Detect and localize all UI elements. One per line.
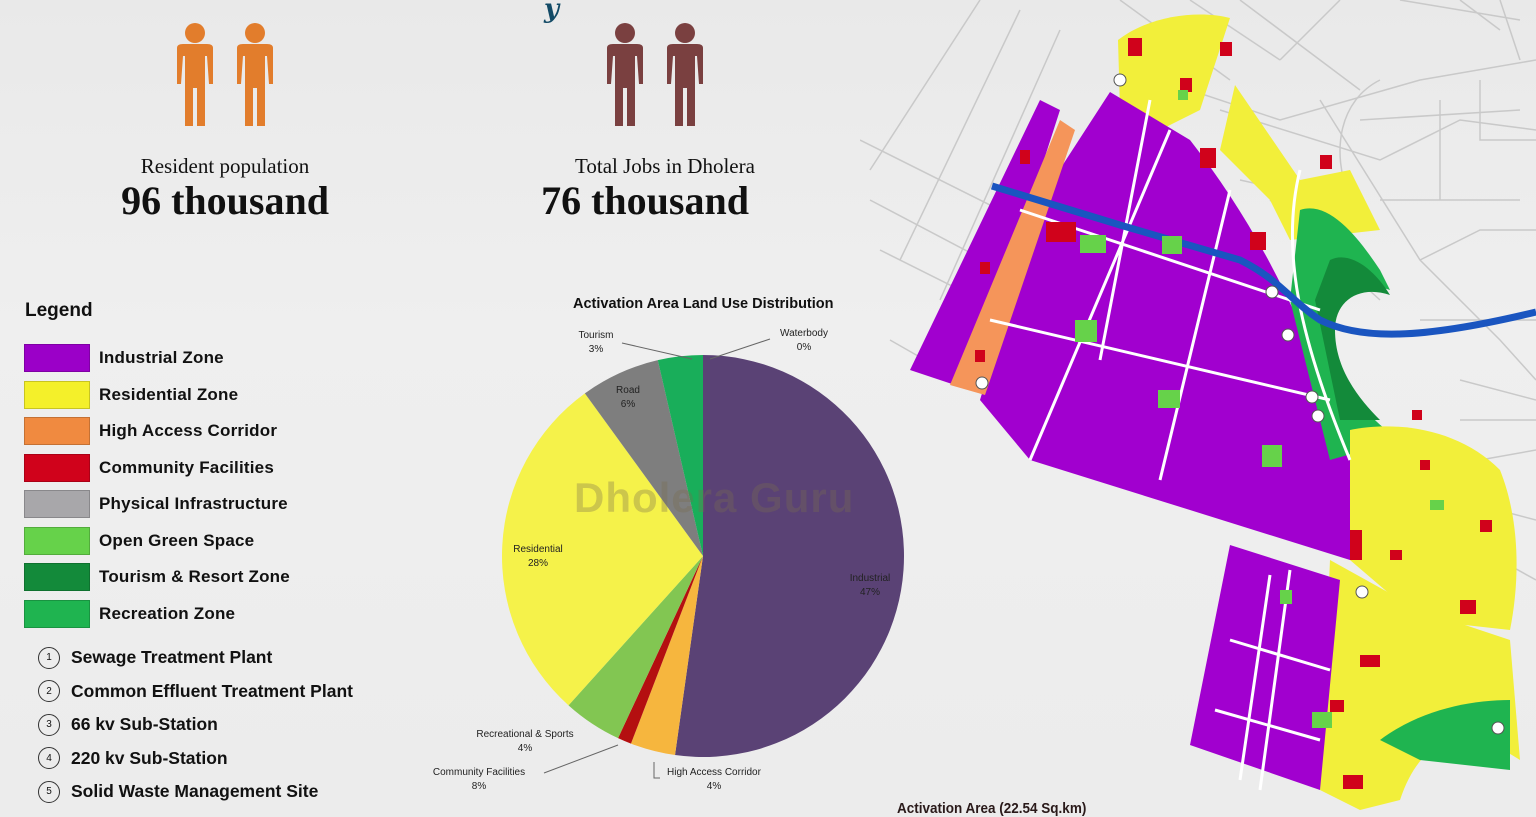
legend-label: Recreation Zone (99, 603, 236, 623)
pie-label-road: Road 6% (616, 385, 640, 410)
residential-zone-south (1320, 560, 1520, 810)
facility-legend-item: 3 66 kv Sub-Station (38, 708, 353, 742)
facility-label: 220 kv Sub-Station (71, 747, 228, 768)
industrial-zone-south (1190, 545, 1340, 790)
map-caption: Activation Area (22.54 Sq.km) (897, 800, 1087, 817)
legend-item: Tourism & Resort Zone (24, 559, 404, 596)
legend-label: High Access Corridor (99, 421, 278, 441)
legend-label: Open Green Space (99, 530, 255, 550)
people-icon (520, 22, 790, 126)
recreation-zone-south (1380, 700, 1510, 770)
legend-item: Community Facilities (24, 450, 404, 487)
pie-label-community: Community Facilities 8% (432, 767, 526, 792)
residential-zone-north (1118, 14, 1230, 130)
facility-label: 66 kv Sub-Station (71, 714, 218, 735)
legend-swatch (24, 490, 90, 519)
legend-item: Open Green Space (24, 523, 404, 560)
legend-label: Residential Zone (99, 384, 239, 404)
residential-zone-southeast (1350, 426, 1517, 630)
facility-legend-item: 2 Common Effluent Treatment Plant (38, 675, 353, 709)
high-access-corridor (950, 120, 1075, 395)
facility-legend: 1 Sewage Treatment Plant 2 Common Effluent … (38, 641, 353, 809)
facility-label: Solid Waste Management Site (71, 781, 319, 802)
facility-label: Sewage Treatment Plant (71, 647, 273, 668)
legend-label: Industrial Zone (99, 348, 224, 368)
legend-label: Physical Infrastructure (99, 494, 288, 514)
canal (990, 182, 1536, 338)
stat-label: Total Jobs in Dholera (575, 154, 755, 178)
stat-total-jobs: Total Jobs in Dholera 76 thousand (520, 22, 790, 221)
pie-label-industrial: Industrial 47% (849, 573, 891, 598)
tourism-resort-zone (1315, 257, 1390, 420)
facility-legend-item: 5 Solid Waste Management Site (38, 775, 353, 809)
facility-legend-item: 1 Sewage Treatment Plant (38, 641, 353, 675)
watermark: Dholera Guru (574, 474, 855, 521)
legend: Legend Industrial Zone Residential Zone Hi… (24, 300, 404, 632)
legend-label: Tourism & Resort Zone (99, 567, 290, 587)
title-fragment: y (544, 0, 560, 24)
stat-label: Resident population (140, 154, 310, 178)
legend-swatch (24, 380, 90, 409)
legend-title: Legend (25, 300, 93, 321)
numbered-circle-icon: 2 (38, 680, 60, 703)
legend-swatch (24, 417, 90, 446)
legend-swatch (24, 563, 90, 592)
industrial-zone-west (910, 100, 1060, 390)
pie-label-recreational: Recreational & Sports 4% (476, 729, 574, 754)
legend-swatch (24, 599, 90, 628)
legend-swatch (24, 526, 90, 555)
stat-value: 96 thousand (121, 178, 329, 223)
chart-title: Activation Area Land Use Distribution (573, 296, 834, 312)
numbered-circle-icon: 3 (38, 713, 60, 736)
legend-label: Community Facilities (99, 457, 274, 477)
stat-value: 76 thousand (541, 178, 749, 223)
legend-item: Industrial Zone (24, 340, 404, 377)
legend-item: Recreation Zone (24, 596, 404, 633)
legend-item: Residential Zone (24, 377, 404, 414)
facility-label: Common Effluent Treatment Plant (71, 680, 353, 701)
numbered-circle-icon: 1 (38, 646, 60, 669)
legend-swatch (24, 344, 90, 373)
legend-swatch (24, 453, 90, 482)
stat-resident-population: Resident population 96 thousand (100, 22, 350, 221)
facility-patches (975, 38, 1492, 789)
facility-legend-item: 4 220 kv Sub-Station (38, 742, 353, 776)
facility-markers (975, 73, 1505, 735)
numbered-circle-icon: 5 (38, 780, 60, 803)
legend-item: High Access Corridor (24, 413, 404, 450)
pie-label-high-access: High Access Corridor 4% (667, 767, 761, 792)
pie-label-tourism: Tourism 3% (578, 330, 614, 355)
pie-label-residential: Residential 28% (513, 544, 563, 569)
numbered-circle-icon: 4 (38, 747, 60, 770)
legend-item: Physical Infrastructure (24, 486, 404, 523)
pie-label-waterbody: Waterbody 0% (780, 328, 828, 353)
land-use-map (860, 0, 1536, 810)
people-icon (100, 22, 350, 126)
residential-zone-northeast (1220, 85, 1380, 240)
